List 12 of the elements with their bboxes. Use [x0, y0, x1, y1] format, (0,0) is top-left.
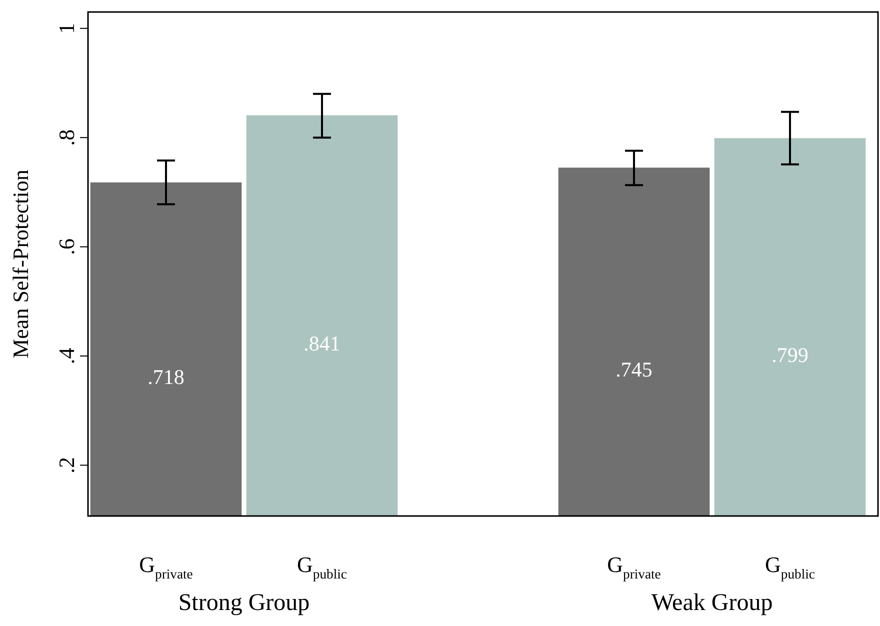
y-tick-label: 1: [54, 22, 79, 34]
y-tick-label: .6: [54, 238, 79, 256]
y-axis-title: Mean Self-Protection: [8, 170, 33, 358]
y-tick-label: .8: [54, 129, 79, 146]
text: Weak Group: [651, 590, 773, 616]
data-label: .799: [772, 342, 808, 367]
text: Strong Group: [178, 590, 310, 616]
y-tick-label: .2: [54, 456, 79, 474]
y-tick-label: .4: [54, 348, 79, 364]
data-label: .745: [616, 358, 652, 382]
data-label: .841: [304, 331, 340, 356]
data-label: .718: [148, 364, 184, 389]
